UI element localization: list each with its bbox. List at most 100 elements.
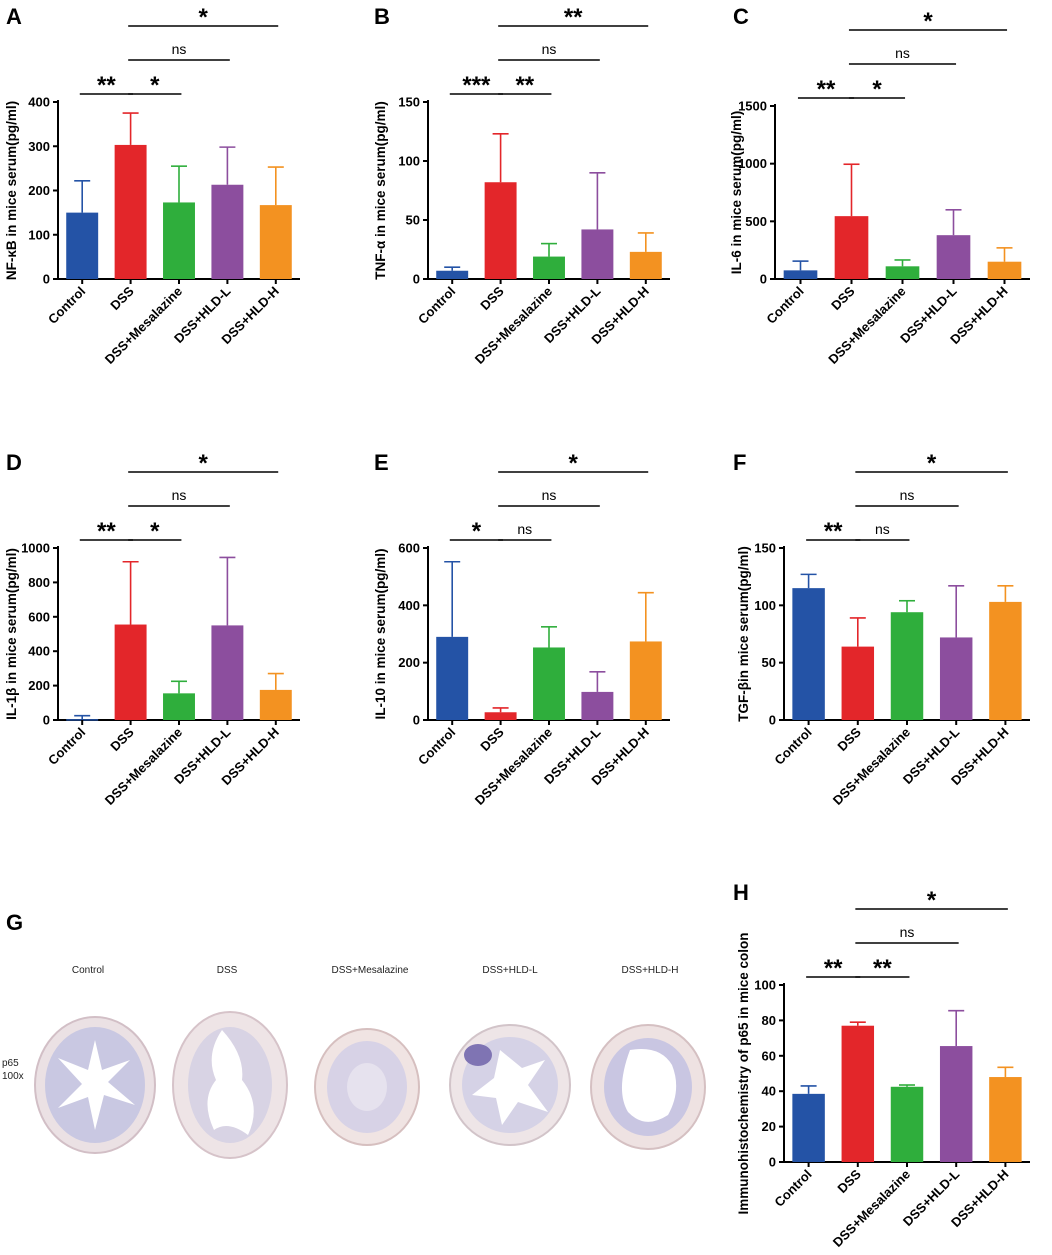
y-tick-label-a: 0 xyxy=(43,272,50,287)
y-axis-label-d: IL-1β in mice serum(pg/ml) xyxy=(4,548,19,720)
bar-d-dss-hld-l xyxy=(211,625,244,720)
bar-b-dss-mesalazine xyxy=(533,256,565,279)
y-axis-label-b: TNF-α in mice serum(pg/ml) xyxy=(373,101,388,280)
significance-label-b: ns xyxy=(542,41,557,57)
y-tick-label-c: 1000 xyxy=(738,156,767,171)
y-tick-label-f: 0 xyxy=(769,713,776,728)
panel-f-chart: F TGF-βin mice serum(pg/ml) 0 50 100 150 Contr… xyxy=(733,450,1030,808)
significance-label-e: * xyxy=(472,518,482,545)
histology-image-dss xyxy=(172,1011,288,1159)
histology-label-dss-hld-l: DSS+HLD-L xyxy=(482,965,538,976)
significance-label-e: ns xyxy=(542,487,557,503)
histology-image-dss-mesalazine xyxy=(314,1028,420,1146)
significance-label-d: ns xyxy=(172,487,187,503)
x-tick-label-f-dss: DSS xyxy=(834,724,864,754)
histology-label-dss: DSS xyxy=(217,965,238,976)
x-tick-label-d-control: Control xyxy=(45,725,88,768)
x-tick-label-b-dss: DSS xyxy=(477,283,507,313)
bar-e-control xyxy=(436,636,469,720)
bar-h-dss xyxy=(841,1025,875,1162)
significance-label-a: ns xyxy=(172,41,187,57)
y-tick-label-d: 400 xyxy=(28,644,50,659)
bar-d-dss-hld-h xyxy=(259,689,292,720)
bar-e-dss-hld-l xyxy=(581,691,614,720)
x-tick-label-f-control: Control xyxy=(771,725,814,768)
bar-c-dss-hld-h xyxy=(987,261,1022,279)
histology-image-dss-hld-l xyxy=(449,1024,571,1146)
bar-e-dss xyxy=(484,712,517,720)
bar-d-dss-mesalazine xyxy=(163,693,195,720)
bar-b-dss-hld-l xyxy=(581,229,614,279)
bar-c-dss-hld-l xyxy=(936,235,971,279)
y-tick-label-a: 400 xyxy=(28,95,50,110)
bar-a-dss-hld-h xyxy=(259,205,292,279)
x-tick-label-a-dss: DSS xyxy=(107,283,137,313)
significance-label-f: * xyxy=(927,450,937,477)
y-tick-label-h: 60 xyxy=(762,1048,776,1063)
significance-label-e: ns xyxy=(517,521,532,537)
significance-label-h: ** xyxy=(824,955,843,982)
y-tick-label-h: 20 xyxy=(762,1119,776,1134)
y-tick-label-f: 150 xyxy=(754,541,776,556)
y-tick-label-h: 0 xyxy=(769,1155,776,1170)
significance-label-b: ** xyxy=(564,4,583,31)
panel-c-chart: C IL-6 in mice serum(pg/ml) 0 500 1000 1500 Co… xyxy=(729,4,1030,367)
y-tick-label-d: 800 xyxy=(28,575,50,590)
y-axis-label-f: TGF-βin mice serum(pg/ml) xyxy=(736,546,751,722)
bar-a-dss-mesalazine xyxy=(163,202,195,279)
histology-label-dss-mesalazine: DSS+Mesalazine xyxy=(332,965,409,976)
panel-d-chart: D IL-1β in mice serum(pg/ml) 0 200 400 600 800… xyxy=(4,450,300,808)
panel-letter-e: E xyxy=(374,450,389,475)
panel-a-chart: A NF-κB in mice serum(pg/ml) 0 100 200 300 400… xyxy=(4,4,300,367)
significance-label-h: * xyxy=(927,887,937,914)
y-tick-label-b: 50 xyxy=(406,213,420,228)
y-axis-label-c: IL-6 in mice serum(pg/ml) xyxy=(729,111,744,275)
x-tick-label-e-dss: DSS xyxy=(477,724,507,754)
bar-e-dss-mesalazine xyxy=(533,647,565,720)
panel-letter-d: D xyxy=(6,450,22,475)
y-tick-label-b: 0 xyxy=(413,272,420,287)
significance-label-d: * xyxy=(199,450,209,477)
panel-h-chart: H Immunohistochemistry of p65 in mice col… xyxy=(733,880,1030,1250)
y-tick-label-h: 40 xyxy=(762,1084,776,1099)
bar-h-dss-mesalazine xyxy=(890,1086,924,1162)
bar-f-dss-mesalazine xyxy=(890,612,924,720)
bar-b-dss xyxy=(484,182,517,279)
panel-letter-g: G xyxy=(6,910,23,935)
bar-e-dss-hld-h xyxy=(629,641,662,720)
panel-letter-b: B xyxy=(374,4,390,29)
significance-label-b: ** xyxy=(515,72,534,99)
bar-f-dss xyxy=(841,646,875,720)
significance-label-d: ** xyxy=(97,518,116,545)
bar-b-control xyxy=(436,270,469,279)
significance-label-f: ns xyxy=(875,521,890,537)
x-tick-label-b-control: Control xyxy=(415,284,458,327)
panel-g-histology: G Control DSS DSS+Mesalazine DSS+HLD-L D… xyxy=(2,910,706,1159)
panel-letter-h: H xyxy=(733,880,749,905)
significance-label-d: * xyxy=(150,518,160,545)
y-tick-label-f: 50 xyxy=(762,655,776,670)
bar-c-dss xyxy=(834,216,869,279)
y-tick-label-b: 150 xyxy=(398,95,420,110)
y-tick-label-c: 0 xyxy=(760,272,767,287)
y-tick-label-b: 100 xyxy=(398,154,420,169)
histology-label-control: Control xyxy=(72,965,104,976)
significance-label-c: ns xyxy=(895,45,910,61)
y-tick-label-f: 100 xyxy=(754,598,776,613)
significance-label-f: ns xyxy=(900,487,915,503)
panel-letter-f: F xyxy=(733,450,746,475)
bar-d-dss xyxy=(114,624,147,720)
bar-h-control xyxy=(792,1093,825,1162)
panel-letter-a: A xyxy=(6,4,22,29)
histology-label-dss-hld-h: DSS+HLD-H xyxy=(622,965,679,976)
histology-image-dss-hld-h xyxy=(590,1024,706,1150)
significance-label-c: * xyxy=(872,76,882,103)
bar-f-control xyxy=(792,588,825,720)
y-tick-label-e: 400 xyxy=(398,598,420,613)
bar-a-dss xyxy=(114,144,147,279)
bar-h-dss-hld-h xyxy=(989,1077,1022,1162)
y-tick-label-d: 600 xyxy=(28,609,50,624)
histology-magnification-label: 100x xyxy=(2,1071,24,1082)
bar-a-dss-hld-l xyxy=(211,184,244,279)
